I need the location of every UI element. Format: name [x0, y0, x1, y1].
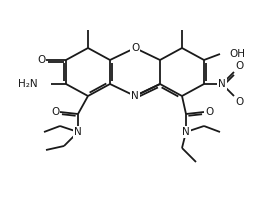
Text: O: O — [51, 107, 59, 117]
Text: N: N — [218, 79, 226, 89]
Text: O: O — [205, 107, 213, 117]
Text: N: N — [74, 127, 82, 137]
Text: N: N — [182, 127, 190, 137]
Text: OH: OH — [229, 49, 245, 59]
Text: O: O — [236, 97, 244, 107]
Text: N: N — [131, 91, 139, 101]
Text: H₂N: H₂N — [18, 79, 38, 89]
Text: O: O — [131, 43, 139, 53]
Text: O: O — [37, 55, 45, 65]
Text: O: O — [236, 61, 244, 71]
